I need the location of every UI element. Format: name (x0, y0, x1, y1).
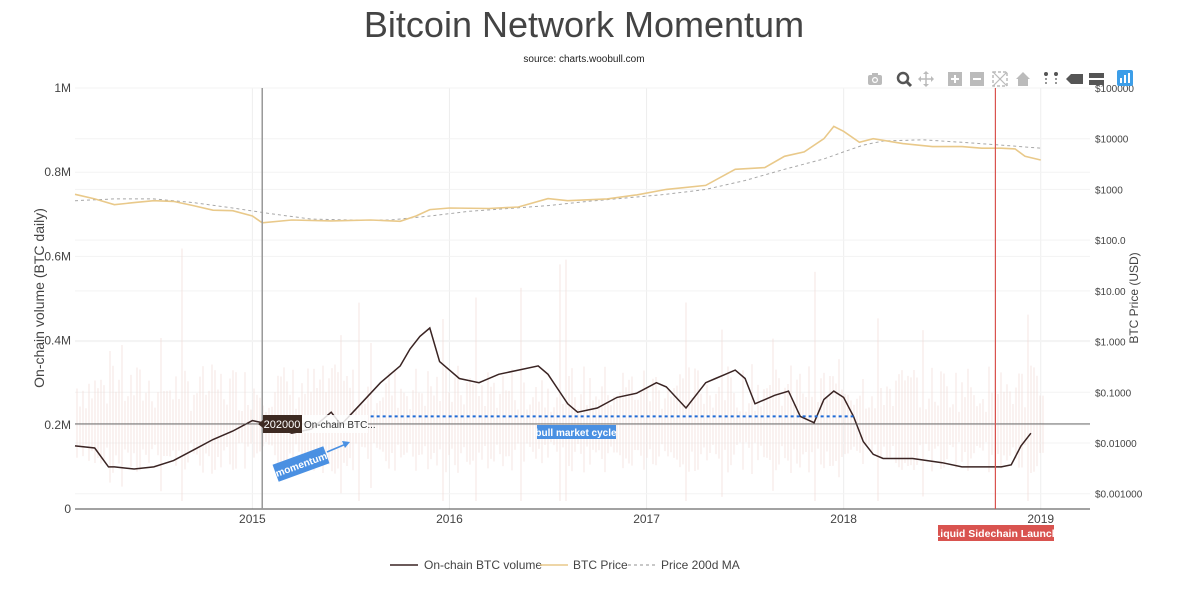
home-icon[interactable] (1016, 72, 1030, 86)
y-right-axis-label: BTC Price (USD) (1127, 252, 1141, 343)
x-tick-label: 2018 (830, 512, 857, 526)
y-left-tick-label: 0.4M (44, 334, 71, 348)
y-right-tick-label: $1.000 (1095, 338, 1126, 349)
y-right-tick-label: $100.0 (1095, 236, 1126, 247)
legend-item-volume[interactable]: On-chain BTC volume (390, 558, 542, 572)
camera-icon[interactable] (868, 73, 882, 85)
chart-subtitle: source: charts.woobull.com (523, 54, 645, 65)
volume-noise (76, 248, 1044, 501)
hover-value: 202000 (264, 419, 301, 431)
x-tick-label: 2015 (239, 512, 266, 526)
volume-series-line (74, 326, 1032, 470)
chart-title: Bitcoin Network Momentum (363, 4, 805, 45)
plotly-logo-icon[interactable] (1117, 70, 1133, 86)
x-tick-label: 2019 (1027, 512, 1054, 526)
price-series-line (74, 125, 1041, 224)
y-right-tick-label: $100000 (1095, 84, 1134, 95)
hover-series: On-chain BTC... (304, 420, 376, 431)
x-tick-label: 2017 (633, 512, 660, 526)
liquid-label: Liquid Sidechain Launch (934, 528, 1058, 540)
legend-item-ma[interactable]: Price 200d MA (628, 558, 740, 572)
spike-lines-icon[interactable] (1044, 72, 1058, 86)
legend-label-volume: On-chain BTC volume (424, 558, 542, 572)
y-left-axis-ticks: 0 0.2M 0.4M 0.6M 0.8M 1M (44, 81, 71, 516)
y-right-tick-label: $10.00 (1095, 287, 1126, 298)
y-left-axis-label: On-chain volume (BTC daily) (31, 208, 47, 388)
y-left-tick-label: 1M (54, 81, 71, 95)
x-axis-ticks: 2015 2016 2017 2018 2019 (239, 512, 1054, 526)
zoom-icon[interactable] (896, 71, 913, 88)
legend-label-price: BTC Price (573, 558, 628, 572)
pan-icon[interactable] (918, 71, 934, 87)
legend-item-price[interactable]: BTC Price (540, 558, 628, 572)
y-left-tick-label: 0 (64, 502, 71, 516)
momentum-arrowhead (342, 441, 350, 448)
hover-closest-icon[interactable] (1066, 74, 1083, 84)
y-right-tick-label: $10000 (1095, 135, 1129, 146)
plot-lines (74, 88, 1090, 509)
y-left-tick-label: 0.8M (44, 165, 71, 179)
x-tick-label: 2016 (436, 512, 463, 526)
y-left-tick-label: 0.2M (44, 418, 71, 432)
momentum-arrow (326, 443, 347, 453)
zoom-out-icon[interactable] (970, 72, 984, 86)
zoom-in-icon[interactable] (948, 72, 962, 86)
bull-market-label: bull market cycle (535, 428, 617, 439)
liquid-annotation: Liquid Sidechain Launch (934, 525, 1058, 541)
y-right-tick-label: $0.01000 (1095, 439, 1137, 450)
ma-series-line (74, 139, 1041, 221)
y-right-tick-label: $0.001000 (1095, 490, 1143, 501)
legend-label-ma: Price 200d MA (661, 558, 740, 572)
hover-compare-icon[interactable] (1089, 73, 1104, 85)
hover-label: 202000 On-chain BTC... (258, 415, 376, 433)
autoscale-icon[interactable] (992, 71, 1008, 87)
y-left-tick-label: 0.6M (44, 249, 71, 263)
modebar (868, 70, 1133, 88)
y-right-axis-ticks: $0.001000 $0.01000 $0.1000 $1.000 $10.00 $100… (1095, 84, 1143, 501)
bull-market-annotation: bull market cycle (535, 425, 617, 439)
legend: On-chain BTC volume BTC Price Price 200d… (390, 558, 740, 572)
y-right-tick-label: $1000 (1095, 185, 1123, 196)
y-right-tick-label: $0.1000 (1095, 388, 1132, 399)
grid (75, 87, 1090, 510)
